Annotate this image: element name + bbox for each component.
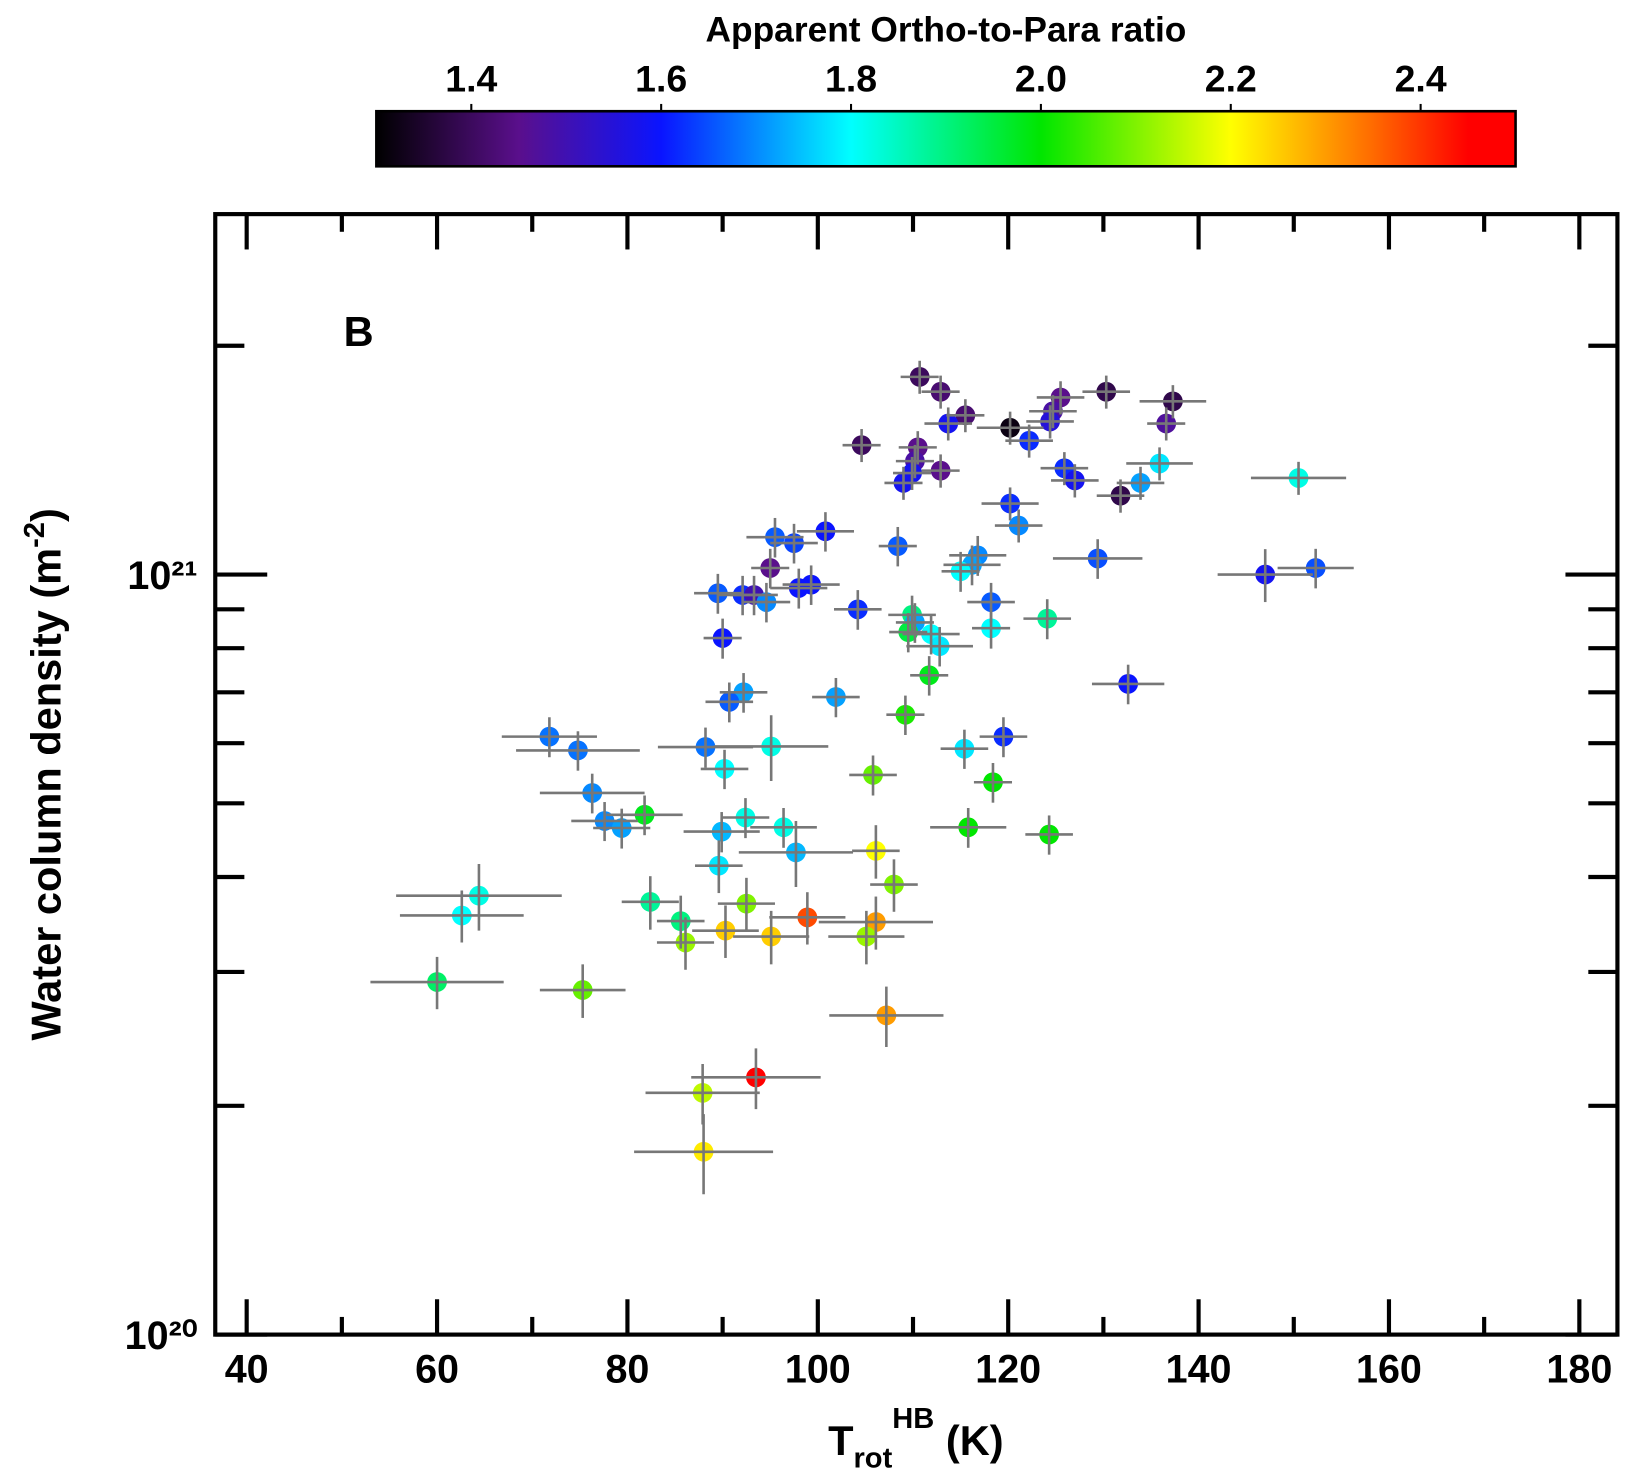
colorbar-tick-label: 1.6: [635, 57, 687, 99]
x-tick-label: 140: [1166, 1347, 1232, 1391]
x-tick-label: 40: [225, 1347, 269, 1391]
plot-frame: [213, 212, 1620, 1337]
y-tick-label: 10²¹: [127, 554, 197, 598]
colorbar-tick-label: 1.4: [445, 57, 497, 99]
colorbar: [375, 109, 1517, 168]
x-label-sup: HB: [892, 1403, 934, 1435]
panel-label: B: [344, 308, 374, 355]
colorbar-tick-label: 2.4: [1395, 57, 1447, 99]
colorbar-title: Apparent Ortho-to-Para ratio: [706, 11, 1187, 50]
y-axis-label: Water column density (m-2): [19, 508, 70, 1040]
y-tick-label: 10²⁰: [125, 1314, 198, 1358]
x-label-main: T: [828, 1417, 853, 1464]
x-tick-label: 180: [1546, 1347, 1612, 1391]
colorbar-tick-label: 2.2: [1205, 57, 1257, 99]
x-tick-label: 120: [975, 1347, 1041, 1391]
y-label-end: ): [22, 508, 69, 522]
y-label-sup: -2: [19, 522, 51, 548]
x-label-unit: (K): [934, 1417, 1003, 1464]
x-tick-label: 60: [415, 1347, 459, 1391]
colorbar-tick-label: 2.0: [1015, 57, 1067, 99]
x-axis-label: TrotHB (K): [828, 1403, 1003, 1474]
x-label-sub: rot: [853, 1443, 892, 1475]
colorbar-tick-label: 1.8: [825, 57, 877, 99]
x-tick-label: 100: [785, 1347, 851, 1391]
y-label-main: Water column density (m: [22, 548, 69, 1041]
x-tick-label: 80: [605, 1347, 649, 1391]
x-tick-label: 160: [1356, 1347, 1422, 1391]
